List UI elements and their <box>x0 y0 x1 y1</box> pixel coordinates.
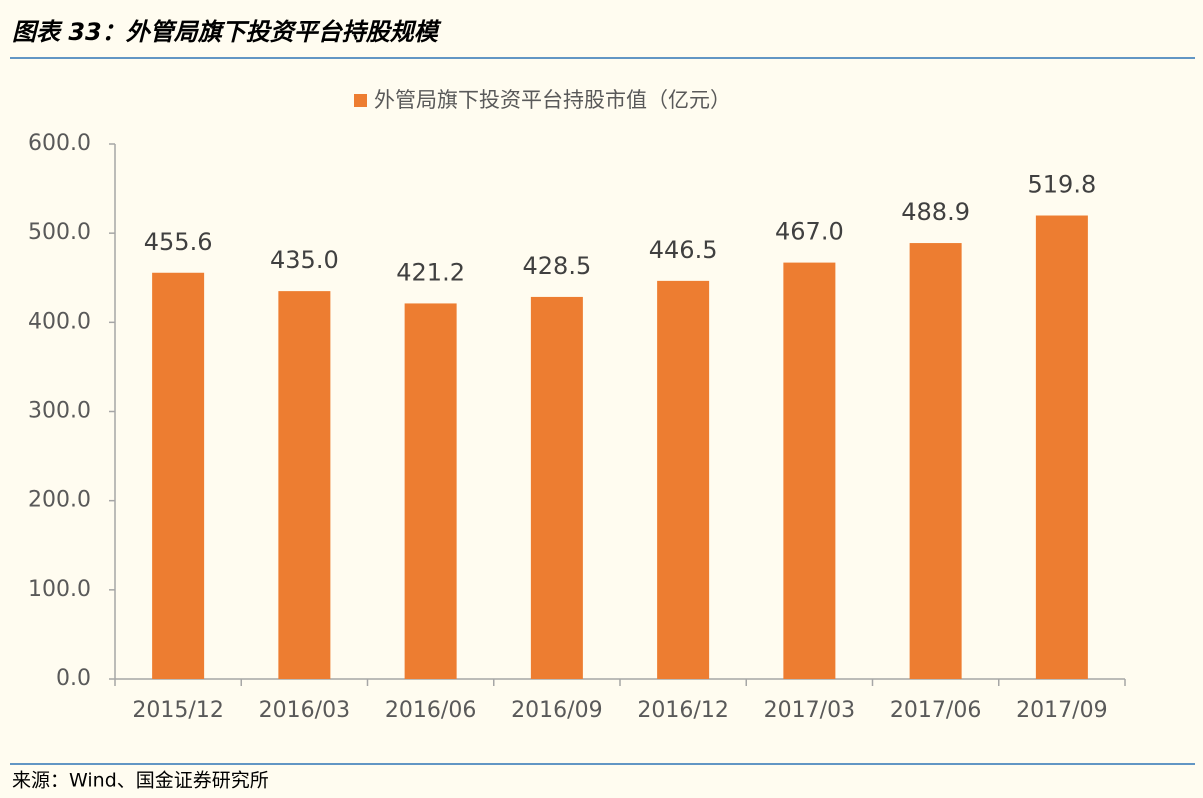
data-label: 446.5 <box>649 236 718 264</box>
y-tick-label: 300.0 <box>28 399 91 424</box>
y-tick-label: 100.0 <box>28 577 91 602</box>
y-tick-label: 200.0 <box>28 488 91 513</box>
bar <box>404 303 457 679</box>
bar <box>909 243 962 680</box>
data-label: 421.2 <box>396 258 465 286</box>
source: 来源：Wind、国金证券研究所 <box>12 770 269 792</box>
data-label: 488.9 <box>901 198 970 226</box>
x-tick-label: 2016/09 <box>511 698 602 723</box>
legend-label: 外管局旗下投资平台持股市值（亿元） <box>374 88 731 112</box>
data-label: 428.5 <box>523 252 592 280</box>
data-label: 435.0 <box>270 246 339 274</box>
x-tick-label: 2017/06 <box>890 698 981 723</box>
y-tick-label: 500.0 <box>28 220 91 245</box>
legend-swatch <box>354 94 367 107</box>
bar <box>1035 215 1088 680</box>
bar <box>152 272 205 679</box>
chart-title: 图表 33：外管局旗下投资平台持股规模 <box>12 18 442 46</box>
data-label: 467.0 <box>775 218 844 246</box>
x-tick-label: 2016/12 <box>637 698 728 723</box>
x-tick-label: 2016/03 <box>259 698 350 723</box>
x-tick-label: 2016/06 <box>385 698 476 723</box>
bar <box>278 291 331 679</box>
x-tick-label: 2015/12 <box>132 698 223 723</box>
bar <box>657 280 710 679</box>
bar <box>783 262 836 679</box>
bar <box>530 296 583 679</box>
x-tick-label: 2017/03 <box>764 698 855 723</box>
y-tick-label: 600.0 <box>28 131 91 156</box>
data-label: 455.6 <box>144 228 213 256</box>
y-tick-label: 0.0 <box>56 666 91 691</box>
x-tick-label: 2017/09 <box>1016 698 1107 723</box>
y-tick-label: 400.0 <box>28 309 91 334</box>
data-label: 519.8 <box>1028 171 1097 199</box>
